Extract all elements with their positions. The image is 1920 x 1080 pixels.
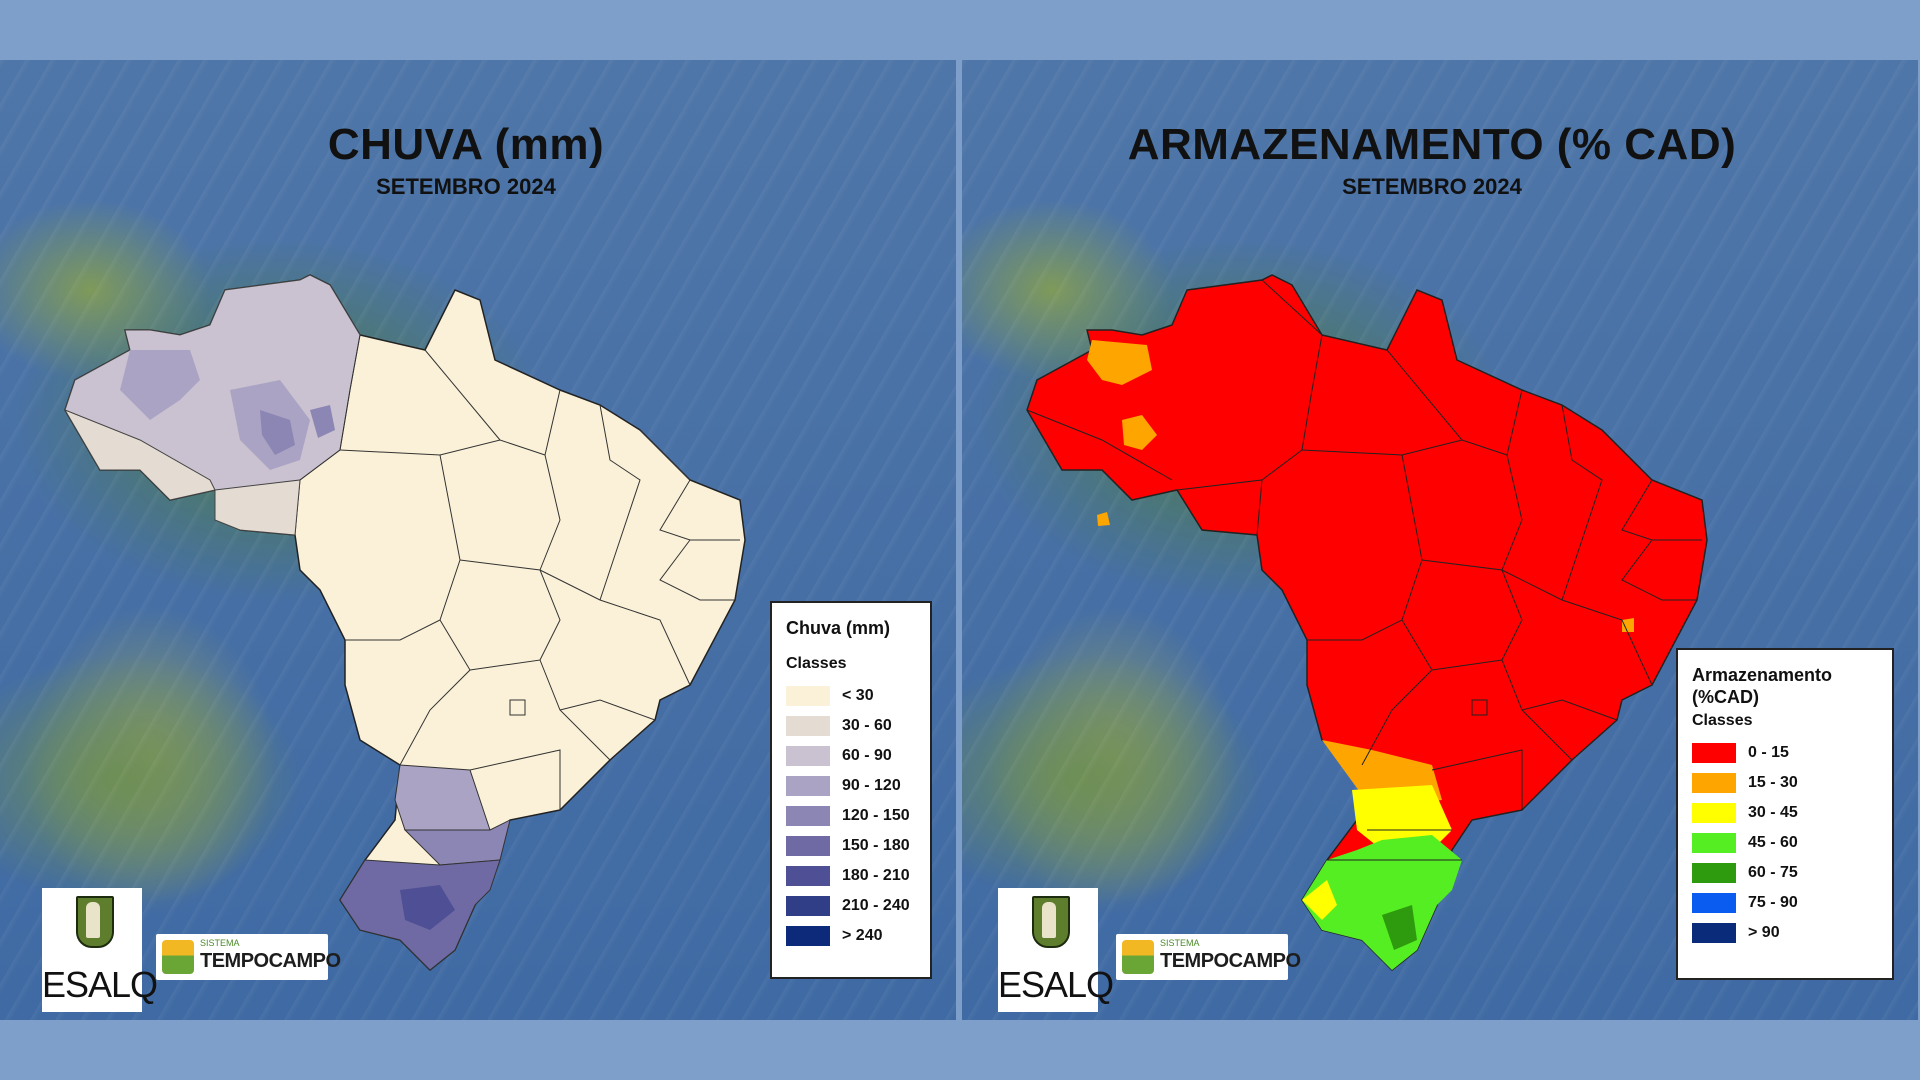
armazenamento-legend-label: 30 - 45 xyxy=(1748,804,1798,821)
armazenamento-legend-classes-label: Classes xyxy=(1692,712,1753,729)
chuva-legend-label: 30 - 60 xyxy=(842,717,892,734)
armazenamento-legend-swatch xyxy=(1692,803,1736,823)
chuva-map xyxy=(63,274,746,972)
chuva-legend-label: 180 - 210 xyxy=(842,867,910,884)
chuva-legend-swatch xyxy=(786,866,830,886)
armazenamento-legend-row: 45 - 60 xyxy=(1692,828,1878,858)
tempocampo-logo: SISTEMA TEMPOCAMPO xyxy=(1116,934,1301,980)
tempocampo-brand-text: TEMPOCAMPO xyxy=(200,950,341,972)
orange-patch-northwest xyxy=(1087,340,1152,385)
armazenamento-legend-label: 15 - 30 xyxy=(1748,774,1798,791)
armazenamento-legend-title-2: (%CAD) xyxy=(1692,687,1759,707)
armazenamento-legend-row: 75 - 90 xyxy=(1692,888,1878,918)
tempocampo-logo: SISTEMA TEMPOCAMPO xyxy=(156,934,341,980)
esalq-figure-icon xyxy=(86,902,100,938)
chuva-legend-label: 120 - 150 xyxy=(842,807,910,824)
armazenamento-legend-label: 0 - 15 xyxy=(1748,744,1789,761)
chuva-legend-label: 90 - 120 xyxy=(842,777,901,794)
chuva-legend-swatch xyxy=(786,806,830,826)
santa-catarina-region xyxy=(403,819,511,866)
chuva-legend-classes-label: Classes xyxy=(786,655,847,672)
chuva-legend-row: 150 - 180 xyxy=(786,831,916,861)
rs-patch xyxy=(400,885,455,930)
chuva-legend-label: 60 - 90 xyxy=(842,747,892,764)
armazenamento-legend-rows: 0 - 15 15 - 30 30 - 45 45 - 60 60 - 75 75 - 9… xyxy=(1692,738,1878,948)
tempocampo-sistema-text: SISTEMA xyxy=(200,938,240,948)
chuva-map-subtitle: SETEMBRO 2024 xyxy=(376,174,556,199)
chuva-legend-swatch xyxy=(786,746,830,766)
yellow-patch-sw xyxy=(1302,880,1337,920)
amazonas-patch-3 xyxy=(260,410,295,455)
orange-patch-center xyxy=(1122,415,1157,450)
armazenamento-legend-row: > 90 xyxy=(1692,918,1878,948)
armazenamento-legend-label: 45 - 60 xyxy=(1748,834,1798,851)
darkgreen-patch-south xyxy=(1382,905,1417,950)
armazenamento-legend-row: 60 - 75 xyxy=(1692,858,1878,888)
chuva-legend-row: 210 - 240 xyxy=(786,891,916,921)
armazenamento-legend-label: > 90 xyxy=(1748,924,1780,941)
armazenamento-map-title: ARMAZENAMENTO (% CAD) xyxy=(1127,120,1737,169)
chuva-legend: Chuva (mm) Classes < 30 30 - 60 60 - 90 90 … xyxy=(770,601,932,979)
esalq-figure-icon xyxy=(1042,902,1056,938)
yellow-patch-south xyxy=(1352,785,1452,850)
armazenamento-legend-title-1: Armazenamento xyxy=(1692,665,1833,685)
orange-patch-east xyxy=(1622,618,1634,632)
esalq-logo: ESALQ xyxy=(998,888,1114,1012)
armazenamento-legend-swatch xyxy=(1692,863,1736,883)
chuva-legend-row: < 30 xyxy=(786,681,916,711)
chuva-legend-title: Chuva (mm) xyxy=(786,618,891,638)
state-borders xyxy=(1026,279,1702,861)
armazenamento-legend-row: 30 - 45 xyxy=(1692,798,1878,828)
chuva-legend-label: < 30 xyxy=(842,687,874,704)
armazenamento-legend: Armazenamento (%CAD) Classes 0 - 15 15 - … xyxy=(1676,648,1894,980)
panel-divider xyxy=(956,60,962,1020)
chuva-map-title: CHUVA (mm) xyxy=(327,120,605,169)
orange-patch-small xyxy=(1097,512,1110,526)
chuva-legend-swatch xyxy=(786,926,830,946)
armazenamento-map xyxy=(1026,274,1708,972)
chuva-legend-row: 120 - 150 xyxy=(786,801,916,831)
armazenamento-legend-row: 0 - 15 xyxy=(1692,738,1878,768)
armazenamento-legend-swatch xyxy=(1692,833,1736,853)
armazenamento-legend-label: 75 - 90 xyxy=(1748,894,1798,911)
esalq-logo: ESALQ xyxy=(42,888,158,1012)
state-borders xyxy=(299,334,740,810)
chuva-legend-swatch xyxy=(786,896,830,916)
acre-region xyxy=(63,408,216,501)
chuva-legend-rows: < 30 30 - 60 60 - 90 90 - 120 120 - 150 150 -… xyxy=(786,681,916,951)
chuva-legend-row: 60 - 90 xyxy=(786,741,916,771)
chuva-legend-swatch xyxy=(786,686,830,706)
rondonia-region xyxy=(214,479,301,536)
chuva-legend-row: 30 - 60 xyxy=(786,711,916,741)
green-patch-south xyxy=(1302,835,1462,970)
chuva-map-panel: CHUVA (mm) SETEMBRO 2024 Chuva (mm) Clas… xyxy=(0,60,956,1020)
chuva-legend-swatch xyxy=(786,836,830,856)
tempocampo-brand-text: TEMPOCAMPO xyxy=(1160,950,1301,972)
tempocampo-sun-icon xyxy=(1122,940,1154,974)
esalq-logo-text: ESALQ xyxy=(998,964,1114,1005)
armazenamento-legend-row: 15 - 30 xyxy=(1692,768,1878,798)
chuva-legend-label: 150 - 180 xyxy=(842,837,910,854)
tempocampo-sistema-text: SISTEMA xyxy=(1160,938,1200,948)
chuva-legend-row: 90 - 120 xyxy=(786,771,916,801)
tempocampo-sun-icon xyxy=(162,940,194,974)
chuva-legend-row: 180 - 210 xyxy=(786,861,916,891)
chuva-legend-row: > 240 xyxy=(786,921,916,951)
chuva-legend-swatch xyxy=(786,776,830,796)
armazenamento-legend-swatch xyxy=(1692,773,1736,793)
armazenamento-legend-swatch xyxy=(1692,923,1736,943)
armazenamento-legend-swatch xyxy=(1692,893,1736,913)
chuva-legend-label: 210 - 240 xyxy=(842,897,910,914)
armazenamento-legend-swatch xyxy=(1692,743,1736,763)
armazenamento-map-panel: ARMAZENAMENTO (% CAD) SETEMBRO 2024 Arma… xyxy=(962,60,1918,1020)
armazenamento-map-subtitle: SETEMBRO 2024 xyxy=(1342,174,1522,199)
chuva-legend-label: > 240 xyxy=(842,927,883,944)
esalq-logo-text: ESALQ xyxy=(42,964,158,1005)
amazonas-patch-1 xyxy=(120,350,200,420)
amazonas-patch-4 xyxy=(310,405,335,438)
chuva-legend-swatch xyxy=(786,716,830,736)
armazenamento-legend-label: 60 - 75 xyxy=(1748,864,1798,881)
